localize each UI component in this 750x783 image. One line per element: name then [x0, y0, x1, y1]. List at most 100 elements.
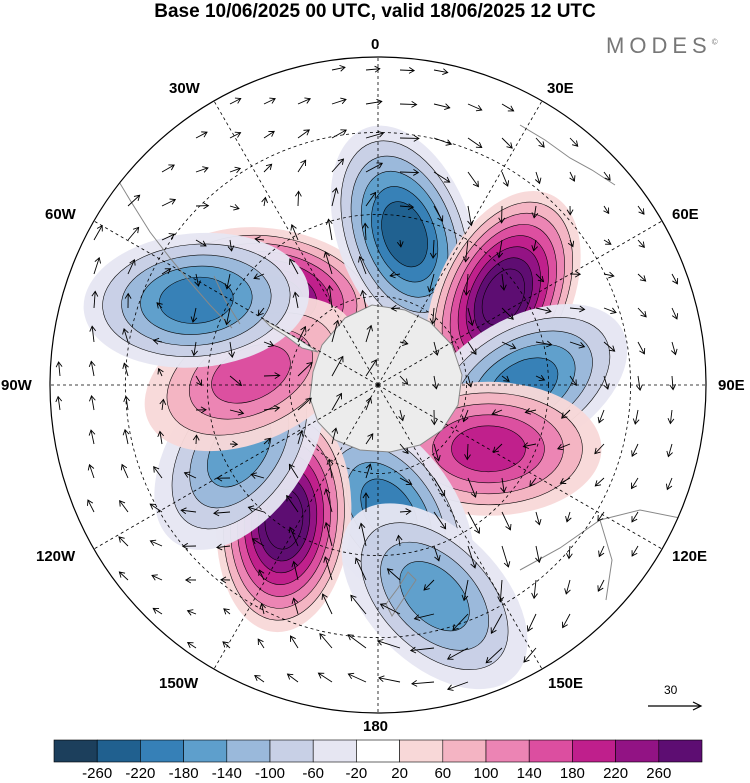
wind-arrow — [501, 307, 514, 320]
wind-arrow — [467, 545, 477, 569]
brand-mark: © — [711, 37, 718, 47]
wind-arrow — [254, 674, 265, 683]
anomaly-field — [83, 125, 628, 690]
lon-label-30e: 30E — [547, 80, 574, 97]
colorbar-swatch — [572, 739, 616, 763]
wind-arrow — [594, 477, 605, 487]
wind-arrow — [250, 472, 265, 479]
wind-arrow — [186, 642, 197, 649]
wind-arrow — [152, 607, 163, 615]
wind-arrow — [263, 163, 273, 173]
wind-arrow — [399, 339, 409, 347]
wind-arrow — [224, 307, 231, 326]
wind-arrow — [603, 205, 610, 215]
wind-arrow — [501, 511, 512, 531]
wind-arrow — [501, 375, 510, 382]
wind-arrow — [567, 239, 575, 248]
wind-arrow — [325, 218, 333, 241]
wind-arrow — [253, 273, 265, 280]
wind-arrow — [467, 171, 479, 188]
colorbar-tick-label: 260 — [646, 765, 672, 782]
wind-arrow — [597, 409, 605, 424]
wind-arrow — [501, 103, 515, 112]
wind-arrow — [535, 545, 542, 564]
wind-arrow — [152, 337, 163, 345]
wind-arrow — [119, 500, 129, 513]
wind-arrow — [261, 196, 268, 207]
map-title: Base 10/06/2025 00 UTC, valid 18/06/2025… — [154, 1, 596, 22]
wind-arrow — [631, 511, 639, 523]
wind-arrow — [331, 427, 339, 445]
wind-arrow — [399, 100, 418, 108]
wind-arrow — [569, 341, 586, 349]
wind-arrow — [323, 556, 333, 581]
wind-arrow — [433, 511, 447, 530]
colorbar-swatch — [312, 739, 357, 763]
wind-arrow — [462, 409, 469, 423]
wind-arrow — [220, 576, 231, 584]
wind-arrow — [433, 137, 453, 146]
reference-vector-label: 30 — [664, 683, 678, 697]
wind-arrow — [399, 169, 420, 176]
wind-arrow — [251, 538, 265, 547]
wind-arrow — [229, 375, 243, 386]
colorbar-swatch — [528, 739, 573, 763]
wind-arrow — [399, 67, 416, 74]
wind-arrow — [195, 166, 209, 173]
wind-arrow — [501, 341, 517, 350]
colorbar-swatch — [658, 739, 703, 763]
wind-arrow — [257, 307, 265, 317]
wind-arrow — [433, 205, 444, 222]
wind-arrow — [429, 307, 437, 325]
wind-arrow — [292, 291, 300, 309]
wind-arrow — [666, 443, 673, 458]
wind-arrow — [297, 129, 310, 139]
wind-arrow — [467, 341, 477, 356]
wind-arrow — [467, 511, 481, 534]
lon-label-90w: 90W — [1, 377, 32, 394]
wind-arrow — [123, 395, 130, 411]
lon-label-0: 0 — [371, 36, 380, 53]
wind-arrow — [347, 634, 367, 649]
wind-arrow — [157, 367, 164, 377]
wind-arrow — [430, 409, 438, 426]
wind-arrow — [254, 236, 265, 243]
wind-arrow — [358, 255, 367, 275]
wind-arrow — [157, 430, 165, 445]
wind-arrow — [535, 307, 552, 314]
wind-arrow — [120, 463, 129, 479]
wind-arrow — [263, 340, 275, 348]
wind-arrow — [429, 239, 437, 259]
wind-arrow — [258, 569, 265, 581]
colorbar-swatch — [485, 739, 530, 763]
colorbar-swatch — [140, 739, 184, 763]
wind-arrow — [89, 325, 97, 343]
colorbar-swatch — [399, 739, 444, 763]
wind-arrow — [331, 129, 347, 139]
map-boundary — [49, 56, 707, 714]
wind-arrow — [498, 205, 506, 224]
wind-arrow — [222, 641, 231, 649]
wind-arrow — [195, 131, 208, 139]
wind-arrow — [323, 521, 333, 547]
wind-arrow — [127, 258, 136, 275]
wind-arrow — [216, 474, 231, 482]
wind-arrow — [151, 574, 163, 581]
wind-arrow — [594, 443, 605, 455]
colorbar-swatch — [615, 739, 660, 763]
wind-arrow — [497, 579, 505, 603]
wind-arrow — [466, 375, 473, 388]
wind-arrow — [361, 222, 369, 241]
colorbar-swatch — [96, 739, 141, 763]
wind-arrow — [433, 103, 451, 110]
lon-label-150e: 150E — [548, 675, 584, 692]
wind-arrow — [522, 442, 537, 449]
wind-arrow — [399, 203, 415, 211]
wind-arrow — [331, 319, 340, 343]
wind-arrow — [326, 458, 334, 479]
brand-name: MODES — [606, 33, 712, 58]
wind-arrow — [122, 362, 129, 377]
wind-arrow — [464, 443, 471, 461]
wind-arrow — [565, 545, 573, 560]
wind-arrow — [467, 205, 474, 227]
